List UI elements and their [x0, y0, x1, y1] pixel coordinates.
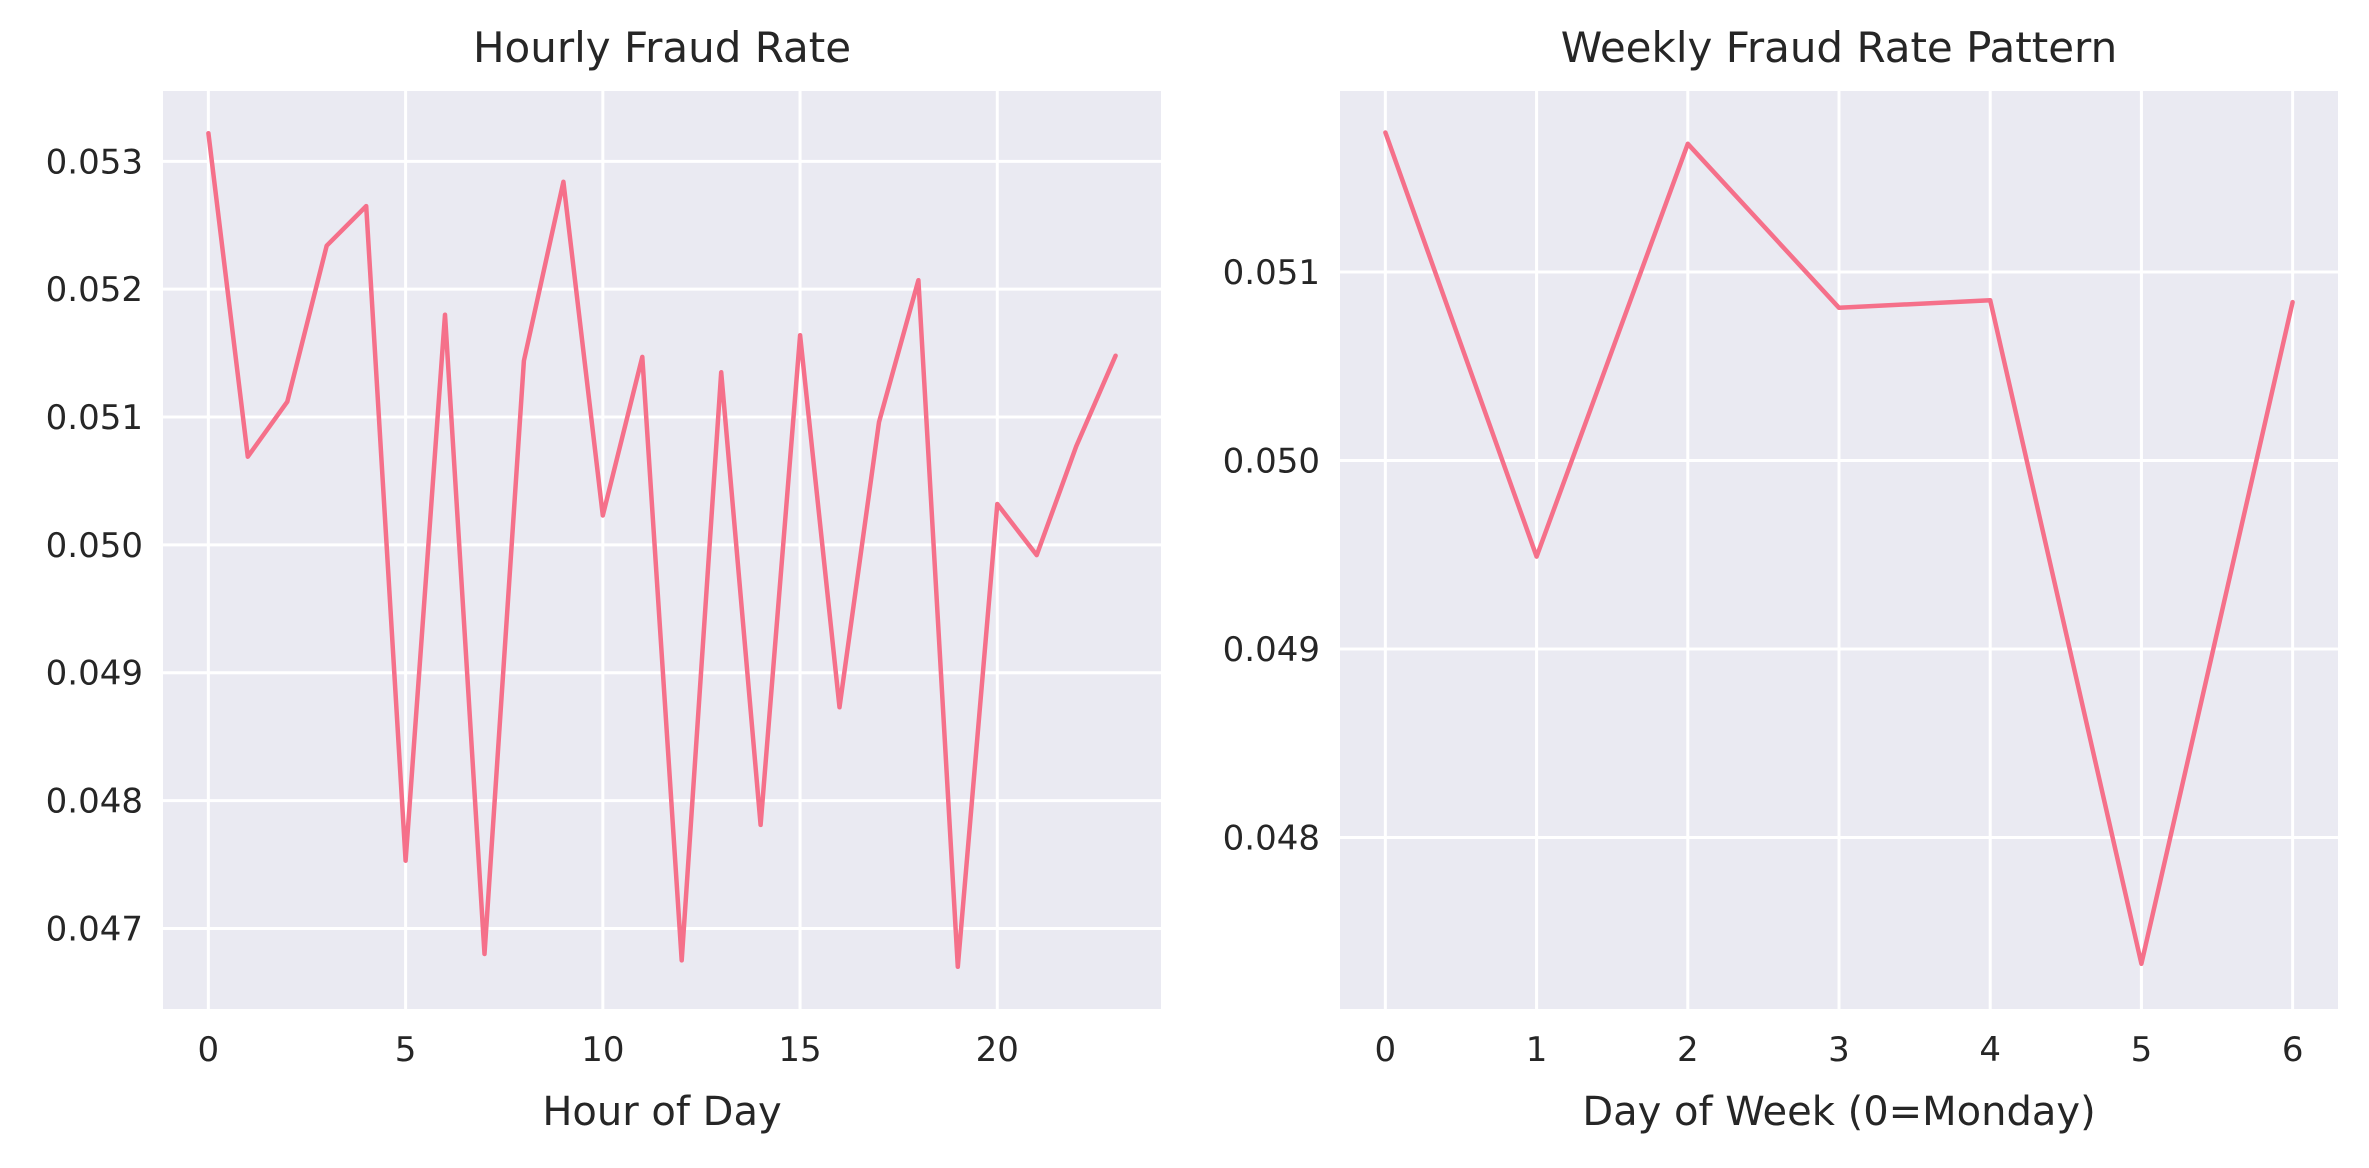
x-tick-label: 20	[976, 1030, 1019, 1070]
data-point	[1035, 553, 1039, 557]
data-point	[995, 502, 999, 506]
data-point	[1074, 444, 1078, 448]
y-tick-label: 0.049	[1223, 630, 1320, 670]
series-layer-hourly	[206, 130, 1118, 970]
y-tick-label: 0.049	[46, 654, 143, 694]
x-tick-label: 1	[1526, 1030, 1548, 1070]
gridlines-weekly	[1340, 91, 2338, 1009]
x-tick-label: 15	[778, 1030, 821, 1070]
chart-hourly: 0 5 10 15 20 0.0470.0480.0490.0500.0510.0520…	[46, 23, 1161, 1135]
x-tick-label: 2	[1677, 1030, 1699, 1070]
data-point	[1686, 142, 1690, 146]
y-tick-label: 0.051	[1223, 253, 1320, 293]
y-tick-label: 0.048	[1223, 818, 1320, 858]
data-point	[916, 278, 920, 282]
data-point	[443, 313, 447, 317]
data-point	[285, 400, 289, 404]
x-tick-label: 5	[2131, 1030, 2153, 1070]
data-point	[522, 359, 526, 363]
x-ticks-weekly: 0 1 2 3 4 5 6	[1375, 1030, 2304, 1070]
data-point	[601, 513, 605, 517]
y-tick-label: 0.050	[46, 526, 143, 566]
data-point	[680, 958, 684, 962]
y-tick-label: 0.053	[46, 142, 143, 182]
data-point	[1114, 354, 1118, 358]
data-point	[364, 204, 368, 208]
x-tick-label: 3	[1828, 1030, 1850, 1070]
x-tick-label: 6	[2282, 1030, 2304, 1070]
plot-area-hourly	[163, 91, 1161, 1009]
data-point	[798, 333, 802, 337]
data-point	[206, 131, 210, 135]
x-ticks-hourly: 0 5 10 15 20	[198, 1030, 1019, 1070]
series-layer-weekly	[1383, 130, 2295, 967]
chart-title-weekly: Weekly Fraud Rate Pattern	[1561, 23, 2117, 72]
x-tick-label: 4	[1979, 1030, 2001, 1070]
data-point	[2291, 300, 2295, 304]
x-axis-label-hourly: Hour of Day	[542, 1089, 781, 1135]
chart-title-hourly: Hourly Fraud Rate	[473, 23, 851, 72]
data-point	[838, 705, 842, 709]
x-tick-label: 5	[395, 1030, 417, 1070]
data-point	[2139, 962, 2143, 966]
data-point	[482, 952, 486, 956]
y-ticks-hourly: 0.047 0.048 0.049 0.050 0.051 0.052 0.053	[46, 142, 143, 949]
y-tick-label: 0.047	[46, 909, 143, 949]
y-tick-label: 0.050	[1223, 441, 1320, 481]
series-line	[206, 130, 1118, 970]
data-point	[1988, 298, 1992, 302]
x-tick-label: 0	[198, 1030, 220, 1070]
gridlines-hourly	[163, 91, 1161, 1009]
data-point	[561, 180, 565, 184]
data-point	[956, 965, 960, 969]
data-point	[246, 455, 250, 459]
data-point	[877, 420, 881, 424]
y-ticks-weekly: 0.048 0.049 0.050 0.051	[1223, 253, 1320, 859]
y-tick-label: 0.051	[46, 398, 143, 438]
data-point	[404, 859, 408, 863]
data-point	[759, 823, 763, 827]
x-axis-label-weekly: Day of Week (0=Monday)	[1582, 1089, 2095, 1135]
y-tick-label: 0.048	[46, 782, 143, 822]
data-point	[325, 244, 329, 248]
data-point	[719, 370, 723, 374]
data-point	[1837, 306, 1841, 310]
data-point	[1383, 130, 1387, 134]
x-tick-label: 0	[1375, 1030, 1397, 1070]
y-tick-label: 0.052	[46, 270, 143, 310]
data-point	[640, 355, 644, 359]
chart-weekly: 0 1 2 3 4 5 6 0.048 0.049 0.050 0.051 Weekly Frau…	[1223, 23, 2338, 1135]
data-point	[1535, 555, 1539, 559]
x-tick-label: 10	[581, 1030, 624, 1070]
